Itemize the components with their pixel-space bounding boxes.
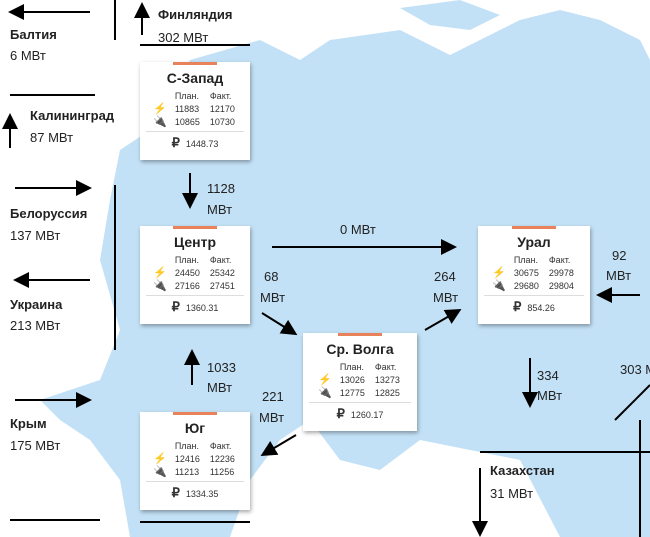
plan-header: План. <box>513 255 539 265</box>
generation-fact: 25342 <box>209 267 235 278</box>
flow-value: 1128 <box>207 181 235 196</box>
lightning-icon: ⚡ <box>492 267 506 279</box>
flow-unit: МВт <box>606 268 632 283</box>
flow-unit: МВт <box>207 380 233 395</box>
lightning-icon: ⚡ <box>153 453 167 465</box>
generation-plan: 30675 <box>513 267 539 278</box>
consumption-fact: 11256 <box>209 466 235 477</box>
consumption-plan: 11213 <box>174 466 200 477</box>
border-value: 31 МВт <box>490 486 534 501</box>
region-card[interactable]: Ср. Волга План. Факт. ⚡ 13026 13273 🔌 12775 1… <box>303 333 417 431</box>
lightning-icon: ⚡ <box>318 374 332 386</box>
flow-unit: МВт <box>207 202 233 217</box>
plan-header: План. <box>174 441 200 451</box>
region-name: Ср. Волга <box>326 341 394 357</box>
plan-header: План. <box>174 91 200 101</box>
price-value: 1448.73 <box>185 139 219 149</box>
generation-plan: 13026 <box>339 374 365 385</box>
price-value: 1360.31 <box>185 303 219 313</box>
price-value: 1334.35 <box>185 489 219 499</box>
generation-fact: 13273 <box>374 374 400 385</box>
border-value: 302 МВт <box>158 30 209 45</box>
border-value: 213 МВт <box>10 318 61 333</box>
plug-icon: 🔌 <box>492 280 506 292</box>
consumption-fact: 29804 <box>548 280 574 291</box>
region-name: Центр <box>173 234 217 250</box>
flow-unit: МВт <box>433 290 459 305</box>
flow-value: 1033 <box>207 360 236 375</box>
ruble-icon: ₽ <box>171 485 180 500</box>
flow-value: 303 М <box>620 362 650 377</box>
region-name: Юг <box>184 420 206 436</box>
ruble-icon: ₽ <box>171 299 180 314</box>
flow-unit: МВт <box>259 410 285 425</box>
generation-fact: 12236 <box>209 453 235 464</box>
consumption-plan: 10865 <box>174 116 200 127</box>
generation-plan: 12416 <box>174 453 200 464</box>
border-label: Финляндия <box>158 7 233 22</box>
flow-value: 0 МВт <box>340 222 376 237</box>
consumption-plan: 29680 <box>513 280 539 291</box>
plan-header: План. <box>174 255 200 265</box>
accent-bar <box>173 412 217 415</box>
consumption-fact: 12825 <box>374 387 400 398</box>
border-value: 137 МВт <box>10 228 61 243</box>
accent-bar <box>173 62 217 65</box>
region-card[interactable]: С-Запад План. Факт. ⚡ 11883 12170 🔌 10865 107… <box>140 62 250 160</box>
border-value: 6 МВт <box>10 48 46 63</box>
ruble-icon: ₽ <box>171 135 180 150</box>
fact-header: Факт. <box>548 255 571 265</box>
border-label: Украина <box>10 297 63 312</box>
consumption-fact: 27451 <box>209 280 235 291</box>
flow-value: 334 <box>537 368 559 383</box>
flow-value: 221 <box>262 389 284 404</box>
flow-value: 68 <box>264 269 279 284</box>
region-card[interactable]: Центр План. Факт. ⚡ 24450 25342 🔌 27166 27451… <box>140 226 250 324</box>
plug-icon: 🔌 <box>153 466 167 478</box>
fact-header: Факт. <box>209 91 232 101</box>
region-card[interactable]: Урал План. Факт. ⚡ 30675 29978 🔌 29680 29804 … <box>478 226 590 324</box>
generation-plan: 24450 <box>174 267 200 278</box>
flow-unit: МВт <box>260 290 286 305</box>
generation-plan: 11883 <box>174 103 200 114</box>
lightning-icon: ⚡ <box>153 267 167 279</box>
border-label: Крым <box>10 416 47 431</box>
fact-header: Факт. <box>209 441 232 451</box>
border-label: Балтия <box>10 27 57 42</box>
flow-value: 92 <box>612 248 627 263</box>
price-value: 854.26 <box>527 303 555 313</box>
accent-bar <box>512 226 556 229</box>
border-label: Казахстан <box>490 463 555 478</box>
accent-bar <box>173 226 217 229</box>
border-value: 87 МВт <box>30 130 74 145</box>
border-label: Калининград <box>30 108 115 123</box>
plan-header: План. <box>339 362 365 372</box>
price-value: 1260.17 <box>350 410 384 420</box>
plug-icon: 🔌 <box>318 387 332 399</box>
region-name: С-Запад <box>166 70 224 86</box>
lightning-icon: ⚡ <box>153 103 167 115</box>
plug-icon: 🔌 <box>153 280 167 292</box>
flow-unit: МВт <box>537 388 563 403</box>
plug-icon: 🔌 <box>153 116 167 128</box>
fact-header: Факт. <box>374 362 397 372</box>
border-label: Белоруссия <box>10 206 88 221</box>
border-value: 175 МВт <box>10 438 61 453</box>
consumption-plan: 12775 <box>339 387 365 398</box>
ruble-icon: ₽ <box>336 406 345 421</box>
accent-bar <box>338 333 382 336</box>
consumption-plan: 27166 <box>174 280 200 291</box>
flow-value: 264 <box>434 269 456 284</box>
region-card[interactable]: Юг План. Факт. ⚡ 12416 12236 🔌 11213 11256 ₽1… <box>140 412 250 510</box>
fact-header: Факт. <box>209 255 232 265</box>
ruble-icon: ₽ <box>513 299 522 314</box>
generation-fact: 29978 <box>548 267 574 278</box>
consumption-fact: 10730 <box>209 116 235 127</box>
region-name: Урал <box>517 234 551 250</box>
generation-fact: 12170 <box>209 103 235 114</box>
